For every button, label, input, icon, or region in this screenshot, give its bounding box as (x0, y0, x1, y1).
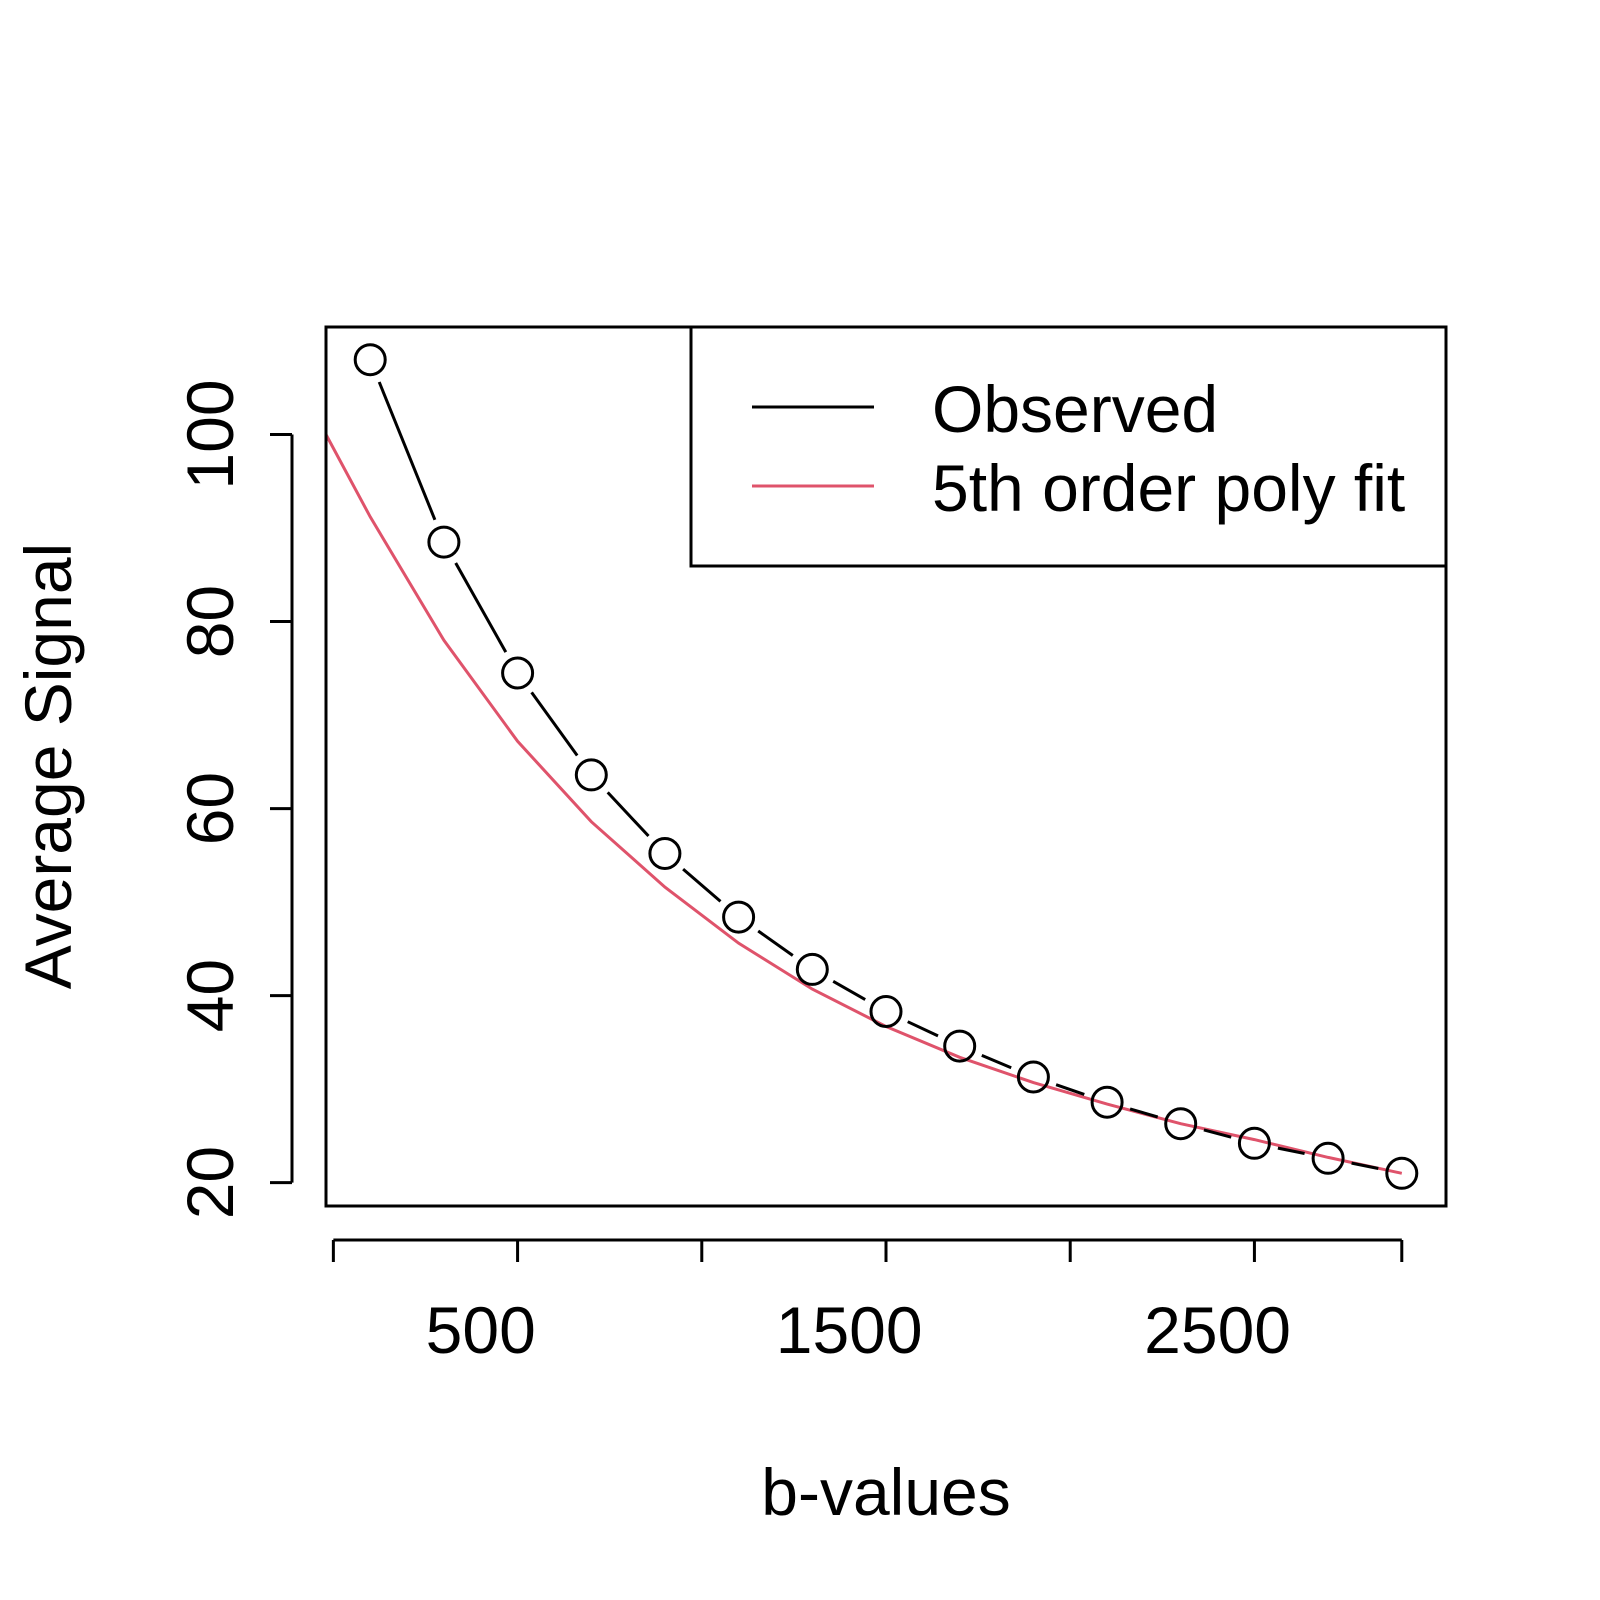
legend: Observed 5th order poly fit (689, 325, 1448, 568)
observed-point (722, 900, 756, 934)
observed-segment (682, 867, 722, 903)
observed-point (943, 1029, 977, 1063)
plot-layer (324, 343, 1419, 1190)
legend-label-poly-fit: 5th order poly fit (932, 451, 1405, 525)
y-tick-label: 100 (173, 379, 247, 489)
observed-segment (1055, 1083, 1085, 1096)
x-tick-label: 1500 (776, 1293, 923, 1367)
observed-point (427, 525, 461, 559)
observed-segment (1351, 1161, 1379, 1170)
observed-segment (1203, 1128, 1232, 1139)
observed-point (1311, 1141, 1345, 1175)
y-tick-label: 60 (173, 772, 247, 845)
x-tick-label: 2500 (1144, 1293, 1291, 1367)
observed-segment (981, 1054, 1012, 1070)
observed-segment (377, 381, 437, 521)
observed-segment (757, 929, 794, 957)
legend-label-observed: Observed (932, 372, 1218, 446)
y-axis-title: Average Signal (11, 543, 85, 989)
observed-point (1090, 1085, 1124, 1119)
observed-point (869, 995, 903, 1028)
observed-point (353, 343, 387, 377)
observed-segment (907, 1020, 939, 1038)
observed-point (1237, 1126, 1271, 1160)
observed-point (1016, 1060, 1050, 1094)
observed-point (574, 758, 608, 792)
observed-segment (1277, 1146, 1305, 1155)
observed-segment (454, 562, 508, 653)
observed-point (501, 656, 535, 690)
observed-point (648, 837, 682, 870)
y-tick-label: 80 (173, 585, 247, 658)
observed-segment (832, 979, 866, 1001)
legend-box (689, 325, 1448, 568)
observed-segment (606, 791, 650, 838)
x-axis: 500 1500 2500 (331, 1238, 1404, 1367)
observed-point (1164, 1107, 1198, 1141)
y-tick-label: 40 (173, 959, 247, 1032)
x-tick-label: 500 (426, 1293, 536, 1367)
observed-point (795, 952, 829, 986)
observed-segment (1129, 1107, 1159, 1119)
x-axis-title: b-values (761, 1455, 1010, 1529)
observed-segment (530, 691, 579, 757)
y-tick-label: 20 (173, 1146, 247, 1219)
y-axis: 20 40 60 80 100 (173, 379, 294, 1219)
series-line-poly-fit (324, 433, 1403, 1175)
observed-point (1385, 1156, 1419, 1190)
